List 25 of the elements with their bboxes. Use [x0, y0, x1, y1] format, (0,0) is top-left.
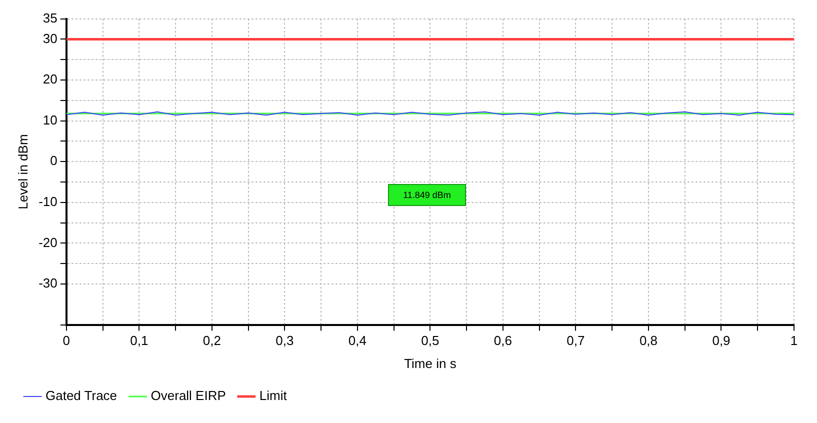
legend-label: Limit	[259, 388, 288, 404]
y-tick-label: -20	[38, 234, 58, 250]
legend-label: Overall EIRP	[150, 388, 226, 404]
y-axis-title: Level in dBm	[15, 134, 30, 210]
y-tick-label: 0	[50, 153, 58, 168]
x-tick-label: 0,7	[566, 333, 585, 348]
x-tick-label: 0,3	[276, 333, 294, 348]
y-tick-label: -30	[38, 276, 58, 291]
x-tick-label: 0,8	[639, 333, 658, 348]
x-tick-label: 0,4	[348, 333, 366, 348]
annotation: 11.849 dBm	[403, 190, 451, 200]
x-tick-label: 0,2	[202, 333, 221, 348]
x-tick-label: 1	[790, 333, 798, 348]
y-tick-label: -10	[38, 194, 58, 209]
y-tick-label: 30	[42, 30, 58, 46]
y-tick-label: 10	[42, 112, 58, 128]
legend-label: Gated Trace	[46, 388, 118, 404]
x-tick-label: 0,9	[712, 333, 730, 348]
y-tick-label: 20	[42, 72, 58, 87]
y-tick-label: 35	[42, 10, 58, 26]
x-tick-label: 0,6	[494, 333, 512, 348]
x-tick-label: 0,1	[130, 333, 148, 348]
x-tick-label: 0	[62, 333, 70, 348]
x-tick-label: 0,5	[421, 333, 440, 348]
x-axis-title: Time in s	[404, 356, 457, 371]
